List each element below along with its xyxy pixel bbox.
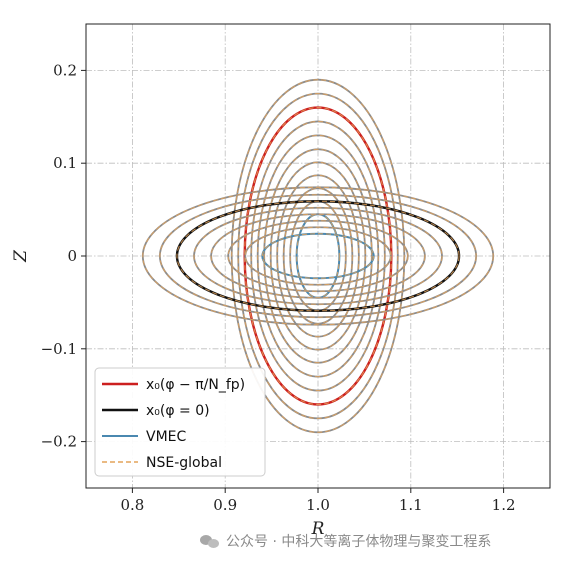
y-tick-label: 0 xyxy=(67,247,77,265)
vertical-nse-global-ellipse xyxy=(237,93,399,419)
vertical-nse-global-ellipse xyxy=(276,174,360,338)
vertical-nse-global-ellipse xyxy=(263,148,373,364)
horizontal-nse-global-ellipse xyxy=(261,233,375,279)
x-tick-label: 1.1 xyxy=(399,496,423,514)
ticks: 0.8 0.9 1.0 1.1 1.2 −0.2 −0.1 0 0.1 0.2 xyxy=(41,61,516,514)
horizontal-nse-global-ellipse xyxy=(176,200,460,312)
horizontal-nse-global-ellipse xyxy=(244,226,392,286)
x-tick-label: 0.9 xyxy=(213,496,237,514)
wechat-icon xyxy=(200,533,220,549)
vertical-nse-global-ellipse xyxy=(270,161,366,351)
y-tick-label: −0.1 xyxy=(41,340,77,358)
x-tick-label: 1.2 xyxy=(492,496,516,514)
legend-label-nse-global: NSE-global xyxy=(146,455,222,471)
horizontal-nse-global-ellipse xyxy=(210,213,426,299)
legend-label-vmec: VMEC xyxy=(146,429,187,445)
vertical-nse-global-ellipse xyxy=(250,120,386,392)
x-tick-label: 0.8 xyxy=(120,496,144,514)
vertical-nse-global-ellipse xyxy=(283,187,353,325)
y-tick-label: −0.2 xyxy=(41,433,77,451)
legend-box xyxy=(94,367,266,477)
horizontal-nse-global-ellipse xyxy=(159,194,477,318)
legend: x₀(φ − π/N_fp) x₀(φ = 0) VMEC NSE-global xyxy=(94,367,266,477)
legend-label-x0-shifted: x₀(φ − π/N_fp) xyxy=(146,377,245,393)
x-tick-label: 1.0 xyxy=(306,496,330,514)
y-tick-label: 0.2 xyxy=(53,61,77,79)
vertical-nse-global-ellipse xyxy=(257,134,379,378)
x-axis-label: R xyxy=(311,519,325,539)
y-axis-label: Z xyxy=(11,249,31,263)
horizontal-nse-global-ellipse xyxy=(142,186,494,326)
curves xyxy=(141,78,495,434)
horizontal-nse-global-ellipse xyxy=(193,207,443,305)
horizontal-nse-global-ellipse xyxy=(227,220,409,292)
watermark: 公众号 · 中科大等离子体物理与聚变工程系 xyxy=(200,530,491,552)
watermark-text: 公众号 · 中科大等离子体物理与聚变工程系 xyxy=(226,534,492,550)
y-tick-label: 0.1 xyxy=(53,154,77,172)
legend-label-x0-zero: x₀(φ = 0) xyxy=(146,403,210,419)
vertical-nse-global-ellipse xyxy=(231,79,405,433)
